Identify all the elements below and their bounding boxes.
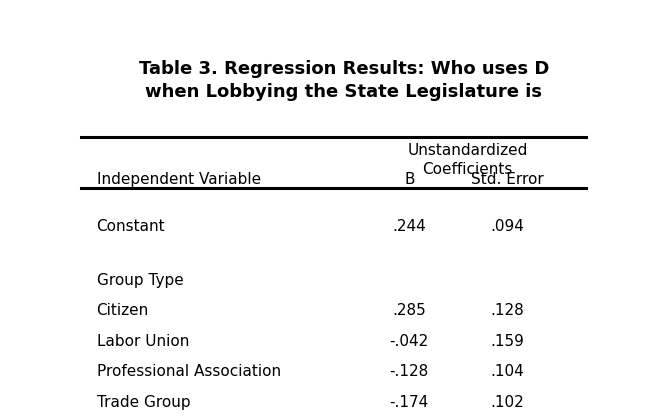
Text: -.174: -.174 <box>390 394 429 409</box>
Text: .104: .104 <box>491 364 525 379</box>
Text: Professional Association: Professional Association <box>96 364 281 379</box>
Text: Citizen: Citizen <box>96 303 149 318</box>
Text: Constant: Constant <box>96 219 165 234</box>
Text: Std. Error: Std. Error <box>471 171 544 186</box>
Text: -.128: -.128 <box>390 364 429 379</box>
Text: .094: .094 <box>491 219 525 234</box>
Text: Table 3. Regression Results: Who uses D
when Lobbying the State Legislature is: Table 3. Regression Results: Who uses D … <box>139 60 549 101</box>
Text: .285: .285 <box>393 303 426 318</box>
Text: Group Type: Group Type <box>96 273 184 288</box>
Text: -.042: -.042 <box>390 334 429 349</box>
Text: .128: .128 <box>491 303 525 318</box>
Text: .244: .244 <box>393 219 426 234</box>
Text: Labor Union: Labor Union <box>96 334 189 349</box>
Text: .102: .102 <box>491 394 525 409</box>
Text: B: B <box>404 171 415 186</box>
Text: Independent Variable: Independent Variable <box>96 171 260 186</box>
Text: Unstandardized
Coefficients: Unstandardized Coefficients <box>407 143 527 177</box>
Text: .159: .159 <box>491 334 525 349</box>
Text: Trade Group: Trade Group <box>96 394 190 409</box>
